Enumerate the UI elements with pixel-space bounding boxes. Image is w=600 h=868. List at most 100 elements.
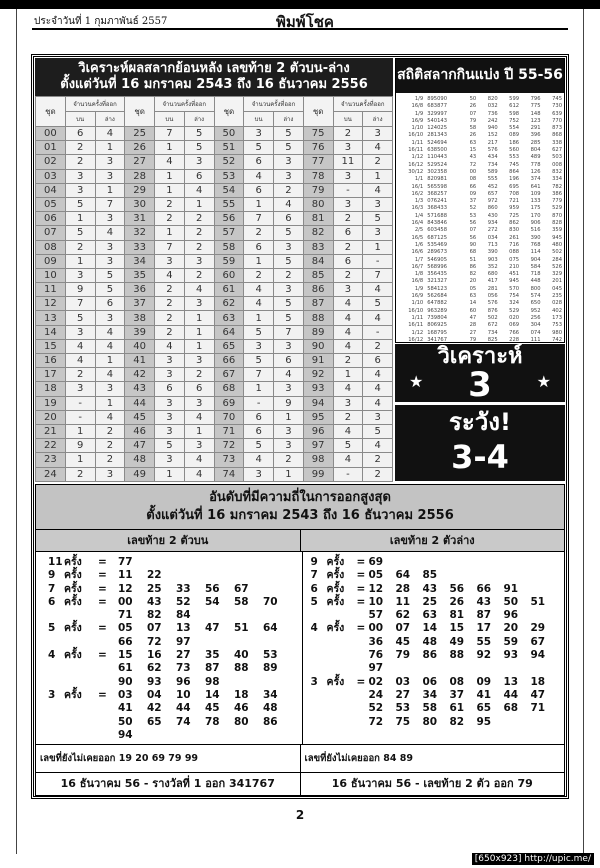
stats-cell: 088 — [509, 249, 520, 256]
lower-count-cell: 2 — [362, 452, 393, 468]
frequency-line: 7 ครั้ง = 12 25 33 56 67 — [48, 583, 296, 596]
upper-count-cell: 2 — [64, 367, 96, 383]
number-cell: 71 — [213, 423, 245, 440]
frequency-line: 57 62 63 81 87 96 — [311, 609, 559, 622]
stats-cell: 584123 — [427, 285, 448, 292]
frequency-line: 6 ครั้ง = 00 43 52 54 58 70 — [48, 596, 296, 609]
times-label: ครั้ง — [64, 582, 82, 595]
stats-cell: 020 — [509, 314, 520, 321]
equals-sign — [98, 662, 118, 675]
prediction-label: วิเคราะห์ — [437, 344, 523, 369]
content-frame — [31, 54, 569, 799]
lottery-number: 91 — [503, 582, 519, 595]
frequency-line: 5 ครั้ง = 05 07 13 47 51 64 — [48, 622, 296, 635]
number-cell: 37 — [124, 296, 155, 312]
stats-cell: 565598 — [427, 183, 448, 190]
lower-count-cell: 6 — [94, 296, 126, 312]
lottery-number: 26 — [449, 595, 465, 608]
lower-count-cell: 4 — [362, 282, 393, 298]
lottery-number: 27 — [176, 649, 191, 662]
times-label: ครั้ง — [326, 595, 345, 608]
latest-result-row: 16 ธันวาคม 56 - รางวัลที่ 1 ออก 341767 1… — [36, 773, 564, 796]
number-cell: 03 — [35, 168, 66, 184]
stats-cell: 683877 — [427, 103, 448, 110]
stats-cell: 074 — [530, 329, 541, 336]
stats-cell: 281343 — [427, 132, 448, 139]
stats-cell: 734 — [487, 329, 498, 336]
lottery-number: 18 — [530, 675, 546, 688]
stats-cell: 766 — [509, 329, 520, 336]
lottery-number: 44 — [503, 688, 519, 701]
number-cell: 86 — [302, 282, 334, 298]
stats-cell: 16/10 — [408, 307, 424, 314]
lower-count-cell: 2 — [362, 338, 393, 355]
lower-count-cell: 1 — [273, 466, 304, 482]
stats-row: 16/12 529524 72 734 745 778 008 — [396, 162, 564, 169]
lower-count-cell: 6 — [362, 352, 393, 369]
column-header-number: ชุด — [213, 96, 245, 127]
stats-row: 16/2 368257 09 657 708 109 386 — [396, 191, 564, 198]
lottery-number: 15 — [118, 649, 133, 662]
prediction-number: 3 — [468, 365, 492, 405]
equals-sign: = — [98, 595, 107, 608]
number-cell: 21 — [35, 423, 66, 440]
analysis-title: วิเคราะห์ผลสลากย้อนหลัง เลขท้าย 2 ตัวบน-… — [78, 61, 350, 76]
upper-count-cell: - — [243, 395, 274, 411]
number-list: 12 25 33 56 67 — [118, 583, 263, 596]
lottery-number: 09 — [476, 675, 492, 688]
stats-cell: 07 — [469, 110, 477, 117]
stats-cell: 09 — [469, 190, 477, 197]
lottery-number: 07 — [147, 622, 162, 635]
number-cell: 79 — [302, 182, 334, 198]
lottery-number: 80 — [422, 715, 438, 728]
lower-count-cell: 3 — [362, 409, 393, 425]
stats-cell: 90 — [469, 241, 477, 248]
stats-cell: 329997 — [427, 110, 448, 117]
stats-cell: 752 — [509, 117, 520, 124]
stats-cell: 963289 — [427, 307, 448, 314]
number-cell: 27 — [124, 154, 155, 170]
times-count — [311, 609, 327, 622]
lottery-number: 59 — [503, 635, 519, 648]
number-list: 97 — [369, 662, 396, 675]
upper-count-cell: 9 — [64, 282, 96, 298]
frequency-line: 4 ครั้ง = 00 07 14 15 17 20 29 — [311, 622, 559, 635]
equals-sign: = — [356, 582, 366, 595]
stats-cell: 069 — [509, 322, 520, 329]
upper-count-cell: 9 — [64, 438, 96, 454]
stats-cell: 778 — [530, 161, 541, 168]
lower-count-cell: 2 — [183, 267, 215, 284]
stats-cell: 734 — [487, 161, 498, 168]
stats-cell: 560 — [509, 147, 520, 154]
lottery-number: 80 — [234, 715, 249, 728]
equals-sign: = — [98, 556, 107, 568]
stats-row: 1/6 535469 90 713 716 768 480 — [396, 242, 564, 249]
number-list: 10 11 25 26 43 50 51 — [369, 596, 558, 609]
stats-cell: 359 — [552, 227, 562, 234]
lower-count-cell: 4 — [362, 310, 393, 326]
lower-count-cell: 7 — [273, 324, 304, 340]
equals-sign — [98, 716, 118, 729]
equals-sign — [357, 716, 369, 729]
equals-sign: = — [356, 675, 366, 688]
number-cell: 12 — [35, 296, 66, 312]
lottery-number: 79 — [395, 649, 411, 662]
number-cell: 45 — [124, 409, 155, 425]
lower-count-cell: 3 — [94, 466, 126, 482]
stats-cell: 368257 — [427, 190, 448, 197]
number-cell: 87 — [302, 296, 334, 312]
frequency-line: 6 ครั้ง = 12 28 43 56 66 91 — [311, 583, 559, 596]
equals-sign — [98, 636, 118, 649]
number-cell: 29 — [124, 182, 155, 198]
lower-count-cell: 1 — [94, 352, 126, 369]
warning-box: ระวัง! 3-4 — [395, 405, 565, 481]
lower-heading: เลขท้าย 2 ตัวล่าง — [389, 534, 475, 547]
lower-count-cell: 3 — [362, 125, 393, 142]
table-row: 05 5 7 30 2 1 55 1 4 80 3 3 — [35, 196, 393, 213]
times-count — [48, 662, 64, 675]
stats-cell: 86 — [469, 263, 477, 270]
number-cell: 53 — [213, 168, 245, 184]
lower-count-cell: 2 — [94, 438, 126, 454]
upper-count-cell: 4 — [332, 310, 364, 326]
table-row: 10 3 5 35 4 2 60 2 2 85 2 7 — [35, 267, 393, 284]
